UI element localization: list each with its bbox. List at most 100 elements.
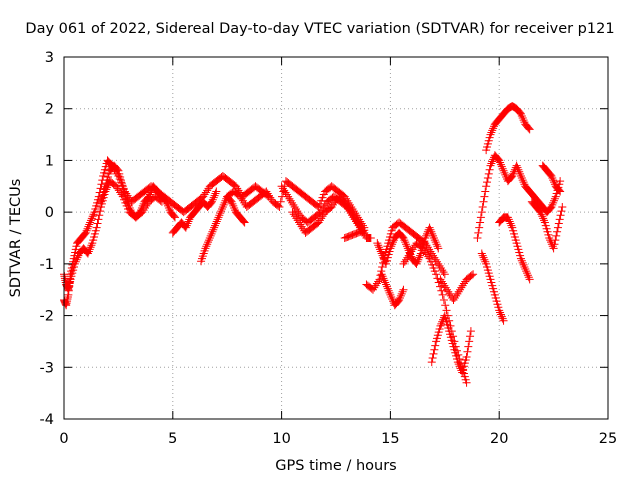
data-point-trace-m xyxy=(399,259,408,268)
data-point-trace-k xyxy=(429,234,438,242)
data-point-trace-c xyxy=(123,199,132,208)
data-point-trace-p xyxy=(484,169,493,178)
data-point-trace-d xyxy=(209,193,218,202)
data-point-trace-e xyxy=(209,225,218,234)
data-point-trace-c xyxy=(144,192,153,201)
data-point-trace-j xyxy=(370,283,379,292)
x-tick-label: 5 xyxy=(168,431,177,447)
data-point-trace-k xyxy=(375,245,384,254)
data-point-trace-m xyxy=(462,378,471,387)
data-point-trace-r xyxy=(481,257,490,266)
data-point-trace-m xyxy=(441,301,450,310)
data-point-trace-p xyxy=(483,174,492,183)
data-point-trace-c xyxy=(137,204,146,213)
data-point-trace-f xyxy=(276,197,285,206)
data-point-trace-m xyxy=(442,306,451,315)
data-point-trace-j xyxy=(430,253,439,262)
data-point-trace-e xyxy=(204,238,213,247)
data-point-trace-c xyxy=(164,204,173,213)
data-point-trace-l xyxy=(380,276,389,285)
data-point-trace-o xyxy=(450,293,459,302)
data-point-trace-j xyxy=(435,261,444,270)
data-point-trace-s xyxy=(517,256,526,265)
data-point-trace-g xyxy=(282,190,291,199)
data-point-trace-a xyxy=(201,188,210,197)
data-point-trace-s xyxy=(519,260,528,269)
data-point-trace-p xyxy=(498,164,507,173)
data-point-trace-u xyxy=(554,185,563,194)
data-point-trace-j xyxy=(439,268,448,277)
data-point-trace-l xyxy=(382,280,391,289)
data-point-trace-t xyxy=(554,219,563,228)
data-point-trace-o xyxy=(440,281,449,290)
data-point-trace-t xyxy=(537,210,546,219)
data-point-trace-p xyxy=(493,154,502,163)
data-point-trace-p xyxy=(497,162,506,171)
data-point-trace-m xyxy=(407,247,416,256)
data-point-trace-h xyxy=(345,206,354,215)
data-point-trace-s xyxy=(503,213,512,222)
data-point-trace-m xyxy=(420,246,429,255)
data-point-trace-u xyxy=(547,171,556,180)
data-point-trace-t xyxy=(546,238,555,247)
data-point-trace-p xyxy=(548,200,557,209)
data-point-trace-b xyxy=(84,247,93,256)
data-point-trace-d xyxy=(206,199,215,208)
data-point-trace-l xyxy=(393,298,402,307)
data-point-trace-q xyxy=(524,124,533,133)
data-point-trace-k xyxy=(378,251,387,260)
data-point-trace-b xyxy=(83,249,92,258)
data-point-trace-t xyxy=(539,214,548,223)
data-point-trace-e xyxy=(213,215,222,224)
x-tick-label: 25 xyxy=(599,431,617,447)
data-point-trace-n xyxy=(439,313,448,322)
data-point-trace-t xyxy=(552,231,561,240)
data-point-trace-d xyxy=(208,195,217,204)
data-point-trace-o xyxy=(458,281,467,290)
data-point-trace-p xyxy=(508,171,517,180)
data-point-trace-e xyxy=(220,198,229,207)
data-point-trace-m xyxy=(400,257,409,266)
data-point-trace-k xyxy=(412,259,421,268)
data-point-trace-d xyxy=(184,217,193,226)
data-point-trace-e xyxy=(201,244,210,253)
data-point-trace-t xyxy=(549,244,558,253)
data-point-trace-u xyxy=(548,174,557,183)
data-point-trace-g xyxy=(366,234,375,242)
data-point-trace-l xyxy=(399,285,408,294)
data-point-trace-f xyxy=(275,202,284,211)
data-point-trace-t xyxy=(556,211,565,220)
data-point-trace-m xyxy=(408,245,417,254)
data-point-trace-s xyxy=(523,271,532,280)
data-point-trace-n xyxy=(430,345,439,354)
data-point-trace-p xyxy=(549,198,558,207)
data-point-trace-r xyxy=(499,316,508,325)
data-point-trace-c xyxy=(123,197,132,206)
data-point-trace-h xyxy=(293,216,302,225)
data-point-trace-s xyxy=(525,275,534,284)
data-point-trace-l xyxy=(396,291,405,300)
data-point-trace-e xyxy=(204,236,213,245)
data-point-trace-p xyxy=(547,202,556,211)
data-point-trace-t xyxy=(538,212,547,221)
data-point-trace-l xyxy=(395,293,404,302)
data-point-trace-c xyxy=(146,188,155,197)
data-point-trace-k xyxy=(431,238,440,247)
data-point-trace-e xyxy=(210,223,219,232)
data-point-trace-p xyxy=(556,177,565,186)
data-point-trace-p xyxy=(512,161,521,170)
data-point-trace-l xyxy=(397,289,406,298)
data-point-trace-p xyxy=(473,234,482,242)
data-point-trace-k xyxy=(375,243,384,252)
data-point-trace-c xyxy=(162,197,171,206)
data-point-trace-e xyxy=(207,229,216,238)
data-point-trace-k xyxy=(415,251,424,260)
data-point-trace-s xyxy=(504,215,513,224)
data-point-trace-h xyxy=(297,222,306,231)
data-point-trace-k xyxy=(386,244,395,253)
data-point-trace-k xyxy=(397,231,406,240)
data-point-trace-c xyxy=(169,211,178,220)
y-tick-label: -4 xyxy=(40,412,54,428)
data-point-trace-h xyxy=(344,204,353,213)
data-point-trace-d xyxy=(207,197,216,206)
